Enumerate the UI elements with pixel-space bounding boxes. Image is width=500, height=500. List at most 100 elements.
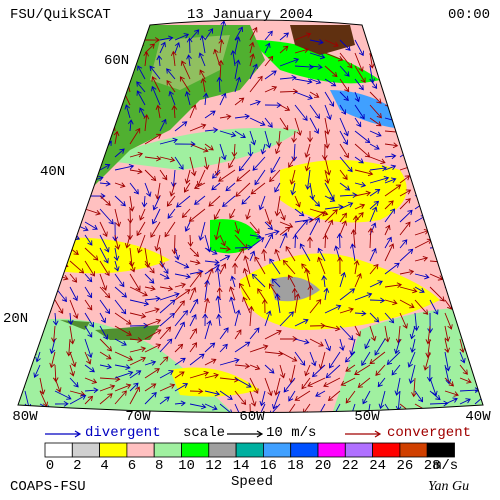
wind-arrow (252, 156, 266, 171)
wind-arrow (159, 383, 176, 392)
wind-arrow (414, 175, 429, 184)
wind-arrow (80, 105, 86, 119)
wind-arrow (39, 286, 55, 300)
wind-arrow (474, 234, 482, 245)
wind-arrow (189, 388, 204, 395)
wind-arrow (369, 263, 379, 275)
wind-arrow (273, 377, 281, 396)
wind-arrow (24, 209, 39, 223)
wind-arrow (24, 103, 40, 110)
wind-arrow (474, 351, 483, 359)
wind-arrow (114, 390, 127, 405)
wind-arrow (384, 91, 397, 100)
wind-arrow (249, 75, 263, 93)
wind-arrow (114, 195, 126, 207)
wind-arrow (279, 32, 290, 41)
legend (45, 430, 382, 438)
wind-arrow (414, 273, 430, 280)
wind-arrow (129, 386, 140, 405)
wind-arrow (35, 351, 41, 363)
colorbar-swatch (235, 442, 264, 458)
wind-arrow (444, 260, 457, 268)
colorbar-swatch (290, 442, 319, 458)
wind-arrow (429, 218, 448, 225)
wind-arrow (276, 130, 282, 147)
wind-arrow (429, 140, 443, 158)
wind-arrow (490, 384, 498, 391)
wind-arrow (129, 48, 142, 54)
wind-arrow (129, 168, 143, 175)
wind-arrow (84, 208, 101, 216)
wind-arrow (309, 208, 329, 217)
wind-arrow (84, 377, 98, 384)
wind-arrow (444, 377, 455, 387)
wind-arrow (247, 143, 254, 158)
colorbar-label: 26 (396, 458, 413, 474)
wind-arrow (144, 260, 155, 274)
wind-arrow (54, 377, 62, 393)
wind-arrow (84, 52, 94, 61)
wind-arrow (369, 280, 383, 288)
wind-arrow (216, 313, 222, 327)
wind-arrow (444, 219, 460, 226)
wind-arrow (236, 169, 251, 182)
wind-arrow (170, 50, 177, 67)
wind-arrow (309, 91, 320, 98)
wind-arrow (304, 143, 311, 158)
wind-arrow (234, 113, 250, 120)
wind-arrow (384, 243, 395, 262)
wind-arrow (369, 312, 380, 323)
wind-arrow (490, 261, 495, 274)
wind-arrow (7, 391, 12, 408)
wind-arrow (307, 236, 313, 249)
wind-arrow (259, 390, 266, 407)
wind-arrow (408, 364, 416, 384)
wind-arrow (354, 39, 364, 57)
wind-arrow (429, 78, 444, 85)
wind-arrow (114, 351, 134, 361)
wind-arrow (459, 234, 471, 244)
wind-arrow (18, 183, 27, 197)
footer-left: COAPS-FSU (10, 479, 86, 495)
wind-arrow (204, 320, 212, 340)
wind-arrow (10, 250, 17, 261)
wind-arrow (354, 181, 367, 188)
wind-arrow (168, 90, 176, 106)
wind-arrow (254, 256, 266, 275)
wind-arrow (99, 312, 106, 324)
speed-patch (100, 128, 300, 170)
wind-arrow (99, 286, 111, 299)
wind-arrow (39, 118, 51, 132)
wind-arrow (114, 325, 132, 336)
wind-arrow (490, 40, 500, 55)
wind-arrow (216, 76, 223, 93)
wind-arrow (18, 151, 30, 158)
wind-arrow (114, 312, 132, 325)
wind-arrow (99, 67, 107, 80)
wind-arrow (324, 338, 332, 352)
map-border (17, 19, 484, 413)
wind-arrow (459, 125, 470, 145)
wind-arrow (99, 234, 110, 253)
wind-arrow (159, 396, 170, 405)
wind-arrow (490, 165, 500, 170)
wind-arrow (459, 364, 468, 375)
wind-arrow (114, 148, 125, 158)
wind-arrow (324, 52, 344, 62)
wind-arrow (354, 212, 364, 223)
wind-arrow (19, 325, 26, 341)
wind-arrow (238, 156, 251, 172)
wind-arrow (414, 145, 424, 158)
wind-arrow (144, 155, 162, 162)
colorbar-label: 18 (287, 458, 304, 474)
wind-arrow (129, 127, 141, 145)
wind-arrow (155, 104, 162, 119)
wind-arrow (0, 378, 10, 394)
wind-arrow (307, 377, 326, 388)
wind-arrow (84, 221, 98, 230)
wind-arrow (166, 79, 176, 93)
wind-arrow (369, 200, 380, 210)
wind-arrow (33, 364, 41, 378)
wind-arrow (219, 263, 227, 275)
wind-arrow (399, 138, 410, 145)
